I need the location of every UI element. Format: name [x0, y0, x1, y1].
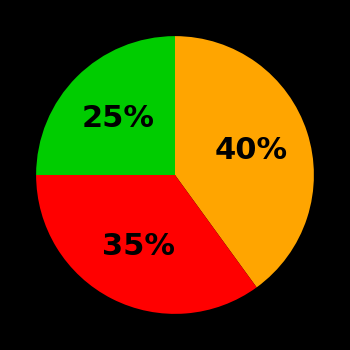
Text: 40%: 40% [215, 135, 288, 164]
Text: 35%: 35% [102, 232, 175, 261]
Wedge shape [36, 175, 257, 314]
Wedge shape [175, 36, 314, 287]
Wedge shape [36, 36, 175, 175]
Text: 25%: 25% [82, 104, 155, 133]
